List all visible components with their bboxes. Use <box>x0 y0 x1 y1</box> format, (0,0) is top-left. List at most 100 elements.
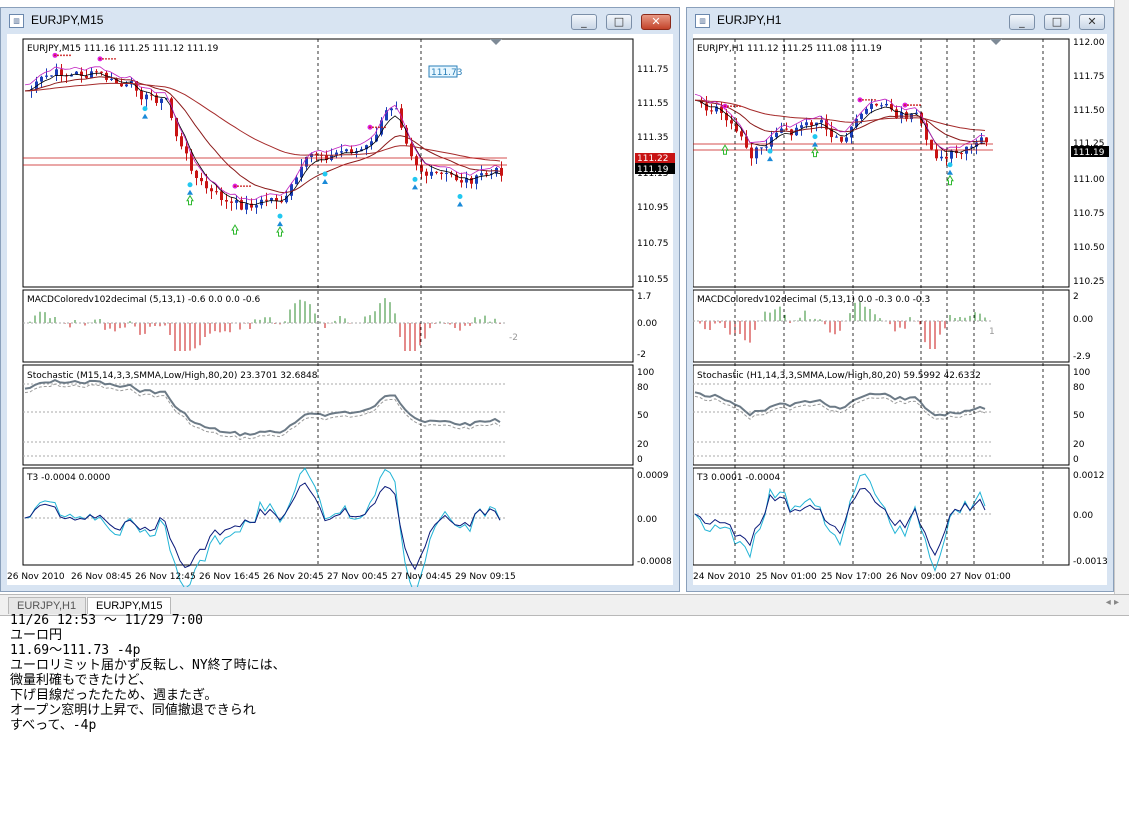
signal-dot <box>730 105 732 108</box>
minimize-button[interactable]: _ <box>570 14 597 30</box>
vertical-scrollbar[interactable] <box>1114 0 1129 594</box>
signal-dot <box>54 54 56 57</box>
candle-body <box>395 108 398 110</box>
ma-line <box>24 72 501 206</box>
price-box: 111.19 <box>1073 148 1105 158</box>
candle-body <box>785 128 788 130</box>
candle-body <box>790 129 793 136</box>
signal-dot <box>457 194 463 200</box>
chart-window-m15[interactable]: ▥ EURJPY,M15 _ □ ✕ EURJPY,M15 111.16 111… <box>0 7 680 592</box>
time-tick: 26 Nov 08:45 <box>71 572 132 582</box>
price-pane[interactable] <box>693 93 993 186</box>
candle-body <box>210 188 213 192</box>
maximize-button[interactable]: □ <box>1043 14 1070 30</box>
candle-body <box>765 146 768 148</box>
candle-body <box>840 136 843 142</box>
time-tick: 26 Nov 2010 <box>7 572 65 582</box>
shift-marker-icon[interactable] <box>990 39 1002 45</box>
signal-dot <box>240 185 242 188</box>
candle-body <box>315 153 318 155</box>
macd-pane[interactable] <box>23 298 507 351</box>
signal-dot <box>114 57 116 60</box>
chart-svg[interactable]: EURJPY,M15 111.16 111.25 111.12 111.19 M… <box>7 34 675 587</box>
signal-dot <box>277 213 283 219</box>
candle-body <box>435 171 438 173</box>
candle-body <box>775 132 778 138</box>
candle-body <box>205 181 208 189</box>
price-tick: 111.25 <box>1073 139 1105 149</box>
signal-dot <box>812 134 818 140</box>
price-marker-top <box>635 153 675 163</box>
title-bar[interactable]: ▥ EURJPY,M15 _ □ ✕ <box>1 8 679 34</box>
candle-body <box>145 94 148 100</box>
close-button[interactable]: ✕ <box>1079 14 1105 30</box>
signal-dot <box>947 162 953 168</box>
candle-body <box>880 105 883 107</box>
time-tick: 25 Nov 17:00 <box>821 572 882 582</box>
t3-pane[interactable] <box>693 473 993 572</box>
title-bar[interactable]: ▥ EURJPY,H1 _ □ ✕ <box>687 8 1113 34</box>
stoch-label: Stochastic (M15,14,3,3,SMMA,Low/High,80,… <box>27 371 318 381</box>
chart-window-h1[interactable]: ▥ EURJPY,H1 _ □ ✕ EURJPY,H1 111.12 111.2… <box>686 7 1114 592</box>
price-tick: 110.55 <box>637 275 669 285</box>
price-box: 111.19 <box>637 165 669 175</box>
ma-line <box>694 99 986 143</box>
chart-icon: ▥ <box>695 14 710 28</box>
candle-body <box>500 167 503 176</box>
chart-area[interactable]: EURJPY,M15 111.16 111.25 111.12 111.19 M… <box>7 34 675 587</box>
candle-body <box>370 141 373 146</box>
tab-scroll-arrows[interactable]: ◂ ▸ <box>1105 597 1119 608</box>
candle-body <box>885 103 888 106</box>
candle-body <box>875 103 878 106</box>
candle-body <box>70 74 73 77</box>
up-arrow-icon <box>767 156 773 162</box>
candle-body <box>85 75 88 78</box>
stoch-tick: 100 <box>1073 368 1090 378</box>
maximize-button[interactable]: □ <box>605 14 632 30</box>
candle-body <box>485 173 488 175</box>
signal-dot <box>412 176 418 182</box>
candle-body <box>925 123 928 140</box>
shift-marker-icon[interactable] <box>490 39 502 45</box>
candle-body <box>475 175 478 184</box>
maximize-icon: □ <box>613 15 625 28</box>
candle-body <box>215 191 218 193</box>
tab-eurjpy-m15[interactable]: EURJPY,M15 <box>87 597 171 614</box>
chart-svg[interactable]: EURJPY,H1 111.12 111.25 111.08 111.19 MA… <box>693 34 1109 587</box>
candle-body <box>390 108 393 111</box>
stoch-label: Stochastic (H1,14,3,3,SMMA,Low/High,80,2… <box>697 371 981 381</box>
signal-dot <box>913 104 915 106</box>
stochastic-pane[interactable] <box>693 383 993 457</box>
up-arrow-icon <box>187 189 193 195</box>
candle-body <box>440 172 443 174</box>
up-arrow-icon <box>721 144 729 155</box>
time-tick: 29 Nov 09:15 <box>455 572 516 582</box>
candle-body <box>275 198 278 202</box>
stochastic-pane[interactable] <box>23 378 507 457</box>
minimize-icon: _ <box>581 15 587 28</box>
candle-body <box>240 200 243 210</box>
chart-area[interactable]: EURJPY,H1 111.12 111.25 111.08 111.19 MA… <box>693 34 1109 587</box>
candle-body <box>710 110 713 112</box>
notes-text[interactable]: 11/26 12:53 ～ 11/29 7:00 ユーロ円 11.69～111.… <box>10 613 286 733</box>
minimize-icon: _ <box>1019 15 1025 28</box>
signal-dot <box>234 185 236 188</box>
candle-body <box>850 126 853 138</box>
candle-body <box>270 198 273 201</box>
signal-dot <box>369 126 371 129</box>
macd-pane[interactable] <box>693 302 993 349</box>
note-line: 11.69～111.73 -4p <box>10 643 141 658</box>
candle-body <box>265 199 268 201</box>
tab-eurjpy-h1[interactable]: EURJPY,H1 <box>8 597 86 614</box>
candle-body <box>480 173 483 176</box>
close-button[interactable]: ✕ <box>641 14 671 30</box>
price-pane[interactable] <box>23 52 507 237</box>
candle-body <box>300 166 303 178</box>
candle-body <box>60 69 63 76</box>
signal-dot <box>907 104 909 106</box>
close-icon: ✕ <box>651 15 661 28</box>
up-arrow-icon <box>811 146 819 158</box>
macd-label: MACDColoredv102decimal (5,13,1) 0.0 -0.3… <box>697 295 930 305</box>
minimize-button[interactable]: _ <box>1008 14 1035 30</box>
macd-label: MACDColoredv102decimal (5,13,1) -0.6 0.0… <box>27 295 260 305</box>
